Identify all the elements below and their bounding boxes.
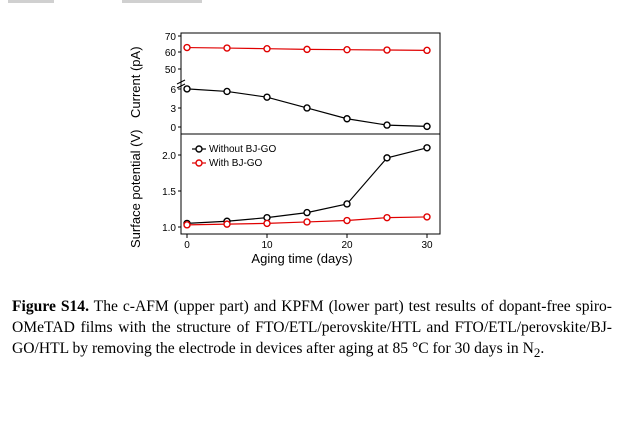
- caption-label: Figure S14.: [12, 298, 89, 315]
- current-data-point: [423, 46, 431, 55]
- y-tick-label: 2.0: [162, 151, 176, 162]
- axis-break-mark: [176, 79, 186, 85]
- y-tick-label: 70: [165, 32, 177, 43]
- x-axis-label: Aging time (days): [251, 251, 352, 266]
- y-tick-label: 60: [165, 48, 177, 59]
- potential-data-point: [223, 220, 231, 228]
- y-tick-label: 1.0: [162, 223, 176, 234]
- y-tick-label: 1.5: [162, 187, 176, 198]
- potential-data-point: [383, 154, 391, 162]
- potential-data-point: [423, 213, 431, 221]
- current-data-point: [383, 46, 391, 54]
- legend-marker-with: [195, 159, 203, 167]
- axis-break-mark: [176, 83, 186, 89]
- current-data-point: [263, 93, 271, 101]
- current-data-point: [263, 45, 271, 53]
- header-strip-right: [122, 0, 202, 3]
- figure-chart: Surface potential (V) Current (pA) 70 60…: [128, 32, 441, 266]
- current-data-point: [423, 122, 431, 131]
- y-tick-label: 50: [165, 65, 177, 76]
- x-tick-label: 10: [261, 240, 273, 251]
- current-data-point: [303, 104, 311, 112]
- current-data-point: [183, 43, 191, 52]
- potential-data-point: [303, 218, 311, 226]
- current-data-point: [183, 85, 191, 93]
- header-strip-left: [8, 0, 54, 3]
- potential-data-point: [263, 219, 271, 228]
- surface-potential-ylabel: Surface potential (V): [128, 129, 143, 248]
- x-tick-label: 30: [421, 240, 433, 251]
- current-data-point: [383, 121, 391, 129]
- legend-label-with: With BJ-GO: [209, 158, 263, 169]
- lower-plot-frame: [180, 133, 441, 235]
- potential-data-point: [303, 208, 311, 217]
- current-data-point: [303, 45, 311, 54]
- x-tick-label: 20: [341, 240, 353, 251]
- caption-end: .: [540, 340, 545, 358]
- current-data-point: [343, 45, 351, 54]
- current-ylabel: Current (pA): [128, 46, 143, 118]
- caption-subscript: 2: [533, 345, 541, 361]
- potential-data-point: [383, 213, 391, 222]
- current-data-point: [223, 87, 231, 96]
- figure-caption: Figure S14. The c-AFM (upper part) and K…: [12, 296, 612, 364]
- y-tick-label: 3: [170, 104, 176, 115]
- potential-data-point: [343, 216, 351, 225]
- y-tick-label: 6: [170, 85, 176, 96]
- potential-data-point: [423, 144, 431, 152]
- data-marks: [183, 43, 431, 229]
- x-tick-label: 0: [184, 240, 190, 251]
- y-tick-label: 0: [170, 123, 176, 134]
- current-data-point: [343, 115, 351, 123]
- caption-text: The c-AFM (upper part) and KPFM (lower p…: [12, 298, 612, 358]
- potential-data-point: [183, 221, 191, 229]
- legend: Without BJ-GO With BJ-GO: [192, 144, 276, 169]
- potential-data-point: [343, 200, 351, 208]
- current-data-point: [223, 44, 231, 52]
- legend-label-without: Without BJ-GO: [209, 144, 276, 155]
- legend-marker-without: [195, 145, 203, 153]
